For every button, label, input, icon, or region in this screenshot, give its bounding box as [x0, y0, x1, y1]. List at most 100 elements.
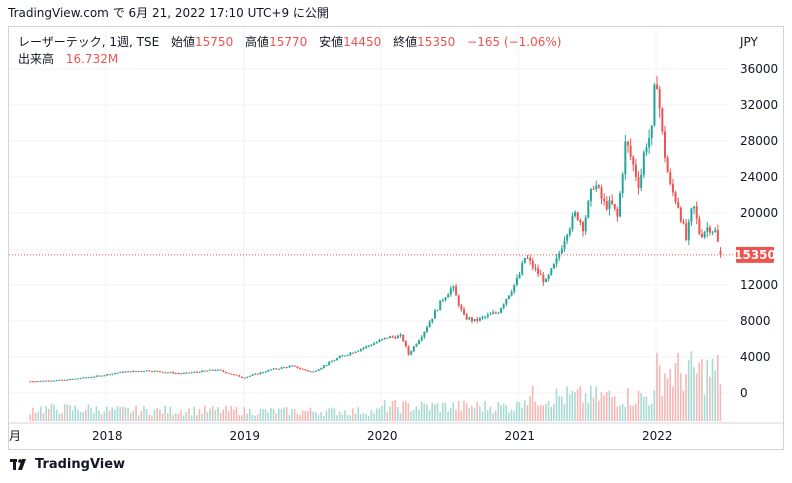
volume-bar [180, 410, 182, 421]
candle-body [256, 373, 259, 375]
volume-bar [272, 409, 275, 421]
volume-bar [50, 403, 53, 421]
candle-body [550, 268, 553, 275]
volume-bar [381, 405, 383, 421]
candle-body [74, 378, 77, 380]
candle-body [79, 378, 82, 380]
candle-body [489, 313, 492, 315]
candle-body [262, 372, 265, 374]
volume-bar [106, 406, 108, 421]
candle-body [166, 372, 169, 374]
volume-bar [476, 401, 478, 421]
volume-bar [378, 408, 381, 421]
candle-body [32, 381, 35, 383]
candle-body [457, 295, 460, 306]
volume-bar [211, 406, 214, 421]
volume-bar [423, 403, 426, 421]
candle-body [264, 371, 267, 373]
candle-body [209, 369, 212, 371]
volume-bar [135, 405, 137, 421]
volume-bar [330, 407, 333, 421]
candle-body [701, 234, 704, 238]
candle-body [230, 373, 233, 375]
ohlc-row: レーザーテック, 1週, TSE 始値15750 高値15770 安値14450… [18, 34, 561, 51]
volume-bar [529, 396, 531, 421]
volume-bar [547, 401, 550, 421]
candle-body [478, 317, 481, 321]
volume-bar [706, 360, 708, 421]
volume-bar [611, 397, 613, 421]
candle-body [103, 375, 106, 377]
volume-bar [436, 403, 439, 421]
candle-body [225, 371, 228, 374]
candle-body [595, 185, 598, 190]
volume-bar [497, 401, 500, 421]
volume-bar [198, 408, 201, 421]
candle-body [362, 347, 365, 349]
volume-bar [291, 409, 293, 421]
candle-body [648, 137, 651, 148]
volume-bar [137, 415, 140, 421]
chart-frame [8, 26, 784, 450]
volume-bar [341, 414, 344, 421]
candle-body [129, 371, 132, 373]
y-tick-label: 32000 [740, 98, 778, 112]
volume-bar [153, 409, 156, 421]
volume-bar [259, 408, 262, 421]
volume-bar [404, 400, 407, 421]
volume-bar [640, 393, 642, 421]
candle-body [174, 373, 177, 375]
volume-bar [679, 373, 682, 421]
candle-body [217, 369, 220, 371]
volume-bar [576, 389, 579, 421]
candle-body [288, 365, 291, 368]
volume-bar [648, 405, 650, 421]
volume-bar [304, 410, 307, 421]
y-tick-label: 28000 [740, 134, 778, 148]
volume-bar [431, 402, 433, 421]
candle-body [37, 381, 40, 383]
candle-body [592, 188, 595, 190]
candle-body [481, 316, 484, 318]
candle-body [431, 318, 434, 323]
volume-bar [188, 408, 190, 421]
candle-body [299, 368, 302, 370]
candle-body [685, 223, 688, 240]
volume-bar [143, 406, 145, 421]
volume-bar [627, 388, 629, 421]
candle-body [148, 370, 151, 372]
candle-body [399, 334, 402, 336]
volume-bar [375, 408, 378, 421]
candle-body [621, 174, 624, 194]
candle-body [180, 373, 183, 375]
volume-bar [709, 376, 711, 421]
candle-body [108, 374, 111, 376]
volume-bar [587, 403, 590, 421]
candle-body [613, 204, 616, 209]
volume-bar [235, 407, 238, 421]
volume-row: 出来高 16.732M [18, 51, 561, 68]
volume-bar [301, 410, 304, 421]
volume-bar [37, 411, 40, 421]
candle-body [76, 378, 79, 380]
volume-bar [333, 408, 336, 421]
volume-bar [95, 405, 98, 421]
volume-bar [383, 400, 386, 421]
volume-bar [584, 393, 587, 421]
candle-body [560, 248, 563, 254]
x-tick-label: 2021 [505, 429, 536, 443]
currency-label: JPY [739, 35, 759, 49]
volume-bar [698, 362, 701, 421]
candle-body [436, 310, 439, 312]
volume-bar [412, 410, 415, 421]
volume-bar [172, 414, 174, 421]
candle-body [589, 188, 592, 202]
candle-body [190, 372, 193, 374]
volume-bar [98, 410, 100, 421]
volume-bar [270, 407, 272, 421]
volume-bar [566, 386, 568, 421]
volume-bar [542, 405, 545, 421]
candle-body [529, 258, 532, 261]
volume-bar [77, 409, 79, 421]
